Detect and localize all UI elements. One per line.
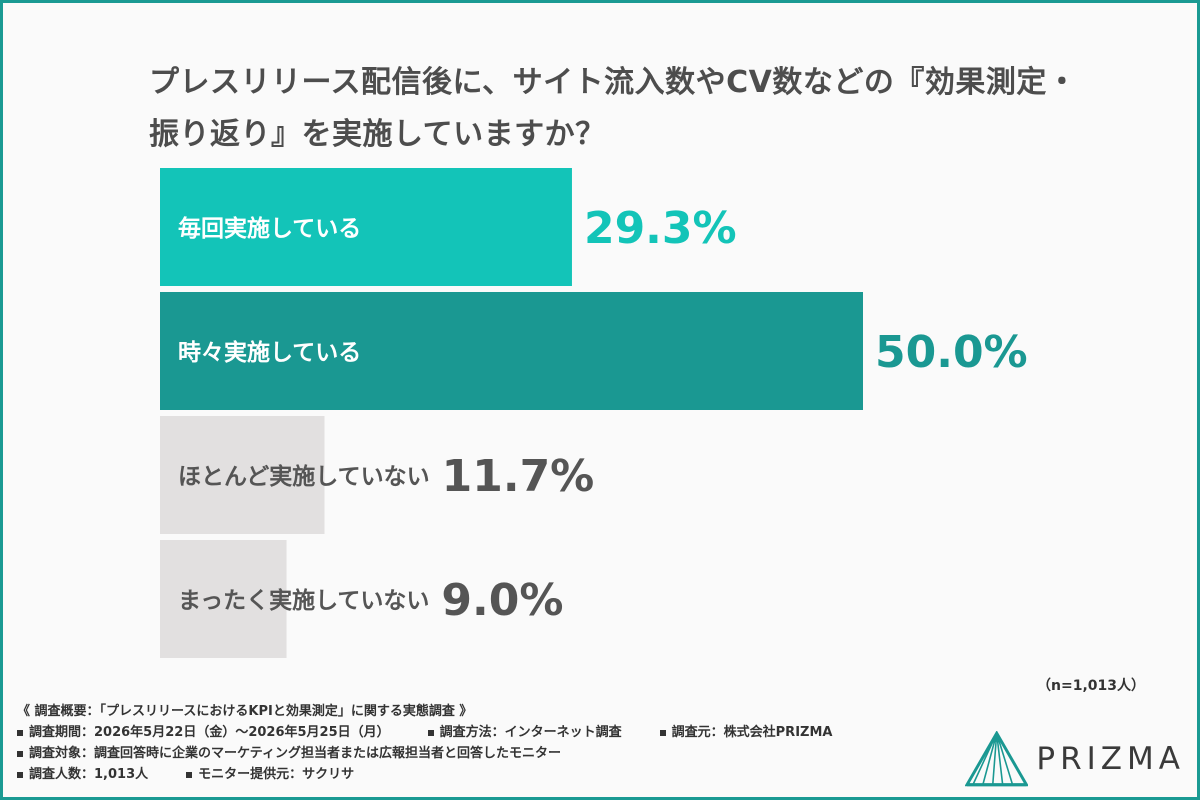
bar-group: ほとんど実施していない 11.7% [160,416,594,534]
survey-row-3: 調査人数：1,013人 モニター提供元：サクリサ [17,764,947,785]
survey-count-text: 調査人数：1,013人 [29,767,149,782]
survey-method-text: 調査方法：インターネット調査 [439,725,622,740]
prizma-logo-icon [965,731,1029,787]
survey-count: 調査人数：1,013人 [17,764,148,785]
chart-title-line-1: プレスリリース配信後に、サイト流入数やCV数などの『効果測定・ [149,65,1078,100]
survey-organizer-text: 調査元：株式会社PRIZMA [671,725,833,740]
bar-group: 時々実施している 50.0% [160,292,1028,410]
survey-target-text: 調査対象：調査回答時に企業のマーケティング担当者または広報担当者と回答したモニタ… [29,746,561,761]
value-label: 50.0% [875,327,1028,378]
bar [160,416,325,534]
bullet-square-icon [17,750,23,757]
chart-title: プレスリリース配信後に、サイト流入数やCV数などの『効果測定・ 振り返り』を実施… [149,57,1109,161]
category-label: 時々実施している [178,339,361,366]
bullet-square-icon [17,729,23,736]
value-label: 9.0% [441,575,563,626]
survey-target: 調査対象：調査回答時に企業のマーケティング担当者または広報担当者と回答したモニタ… [17,743,561,764]
survey-row-2: 調査対象：調査回答時に企業のマーケティング担当者または広報担当者と回答したモニタ… [17,743,947,764]
survey-period: 調査期間：2026年5月22日（金）～2026年5月25日（月） [17,722,390,743]
survey-overview: 《 調査概要：「プレスリリースにおけるKPIと効果測定」に関する実態調査 》 調… [17,701,947,785]
survey-method: 調査方法：インターネット調査 [427,722,622,743]
bar [160,540,287,658]
survey-provider-text: モニター提供元：サクリサ [198,767,355,782]
prizma-logo-text: PRIZMA [1036,741,1185,777]
bar [160,292,863,410]
survey-provider: モニター提供元：サクリサ [186,764,354,785]
bullet-square-icon [186,771,193,778]
chart-title-line-2: 振り返り』を実施していますか？ [149,117,606,152]
bullet-square-icon [659,729,666,736]
value-label: 11.7% [442,451,595,502]
bar-group: 毎回実施している 29.3% [160,168,737,286]
bar-chart: 毎回実施している 29.3% 時々実施している 50.0% ほとんど実施していない 11.… [160,168,1028,658]
bar-group: まったく実施していない 9.0% [160,540,563,658]
bullet-square-icon [427,729,434,736]
survey-organizer: 調査元：株式会社PRIZMA [659,722,833,743]
value-label: 29.3% [584,203,737,254]
category-label: ほとんど実施していない [178,463,430,490]
survey-heading: 《 調査概要：「プレスリリースにおけるKPIと効果測定」に関する実態調査 》 [17,704,473,719]
bar [160,168,572,286]
prizma-logo: PRIZMA [965,731,1185,787]
survey-row-1: 調査期間：2026年5月22日（金）～2026年5月25日（月） 調査方法：イン… [17,722,947,743]
sample-size-note: （n=1,013人） [1037,678,1145,694]
category-label: まったく実施していない [178,587,429,614]
category-label: 毎回実施している [178,215,361,242]
bullet-square-icon [17,771,23,778]
survey-period-text: 調査期間：2026年5月22日（金）～2026年5月25日（月） [29,725,390,740]
